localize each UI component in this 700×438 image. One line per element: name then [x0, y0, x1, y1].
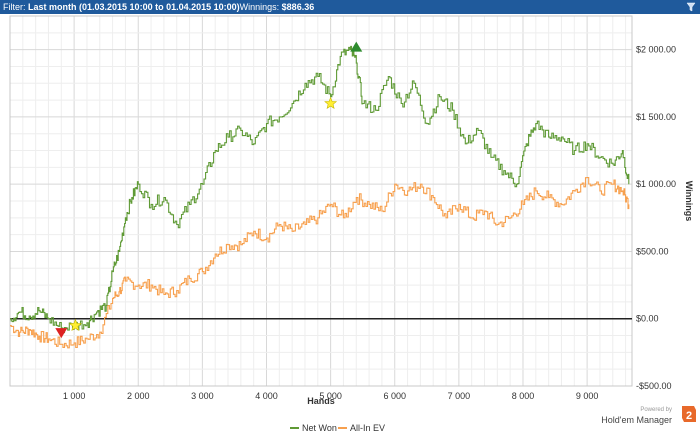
y-tick-label: -$500.00 [636, 381, 672, 391]
chart-background [0, 14, 700, 438]
x-tick-label: 3 000 [191, 391, 214, 401]
winnings-label: Winnings: [239, 2, 282, 12]
hm2-logo-icon [682, 406, 696, 422]
filter-summary: Filter: Last month (01.03.2015 10:00 to … [3, 0, 314, 14]
y-tick-label: $500.00 [636, 246, 669, 256]
x-tick-label: 7 000 [448, 391, 471, 401]
y-tick-label: $2 000.00 [636, 45, 676, 55]
logo-number: 2 [686, 410, 692, 422]
powered-by-text: Powered by [640, 407, 672, 413]
brand-name: Hold'em Manager [601, 415, 672, 425]
x-tick-label: 4 000 [255, 391, 278, 401]
x-tick-label: 9 000 [576, 391, 599, 401]
grid [10, 16, 632, 386]
x-tick-label: 1 000 [63, 391, 86, 401]
all-in-ev-line [10, 176, 630, 349]
y-axis-title: Winnings [684, 181, 694, 221]
filter-funnel-icon[interactable] [686, 2, 696, 12]
series-group [10, 45, 630, 349]
x-tick-label: 8 000 [512, 391, 535, 401]
x-tick-labels: 1 000 2 000 3 000 4 000 5 000 6 000 7 000 8 000… [63, 391, 599, 401]
y-tick-label: $1 500.00 [636, 112, 676, 122]
star-marker [68, 318, 82, 331]
plot-border [9, 15, 633, 387]
brand-logo: Powered by Hold'em Manager 2 [601, 406, 696, 425]
filter-range: Last month (01.03.2015 10:00 to 01.04.20… [28, 2, 240, 12]
min-marker-triangle [55, 328, 68, 339]
y-tick-label: $0.00 [636, 314, 659, 324]
markers-group [55, 41, 363, 339]
star-marker [324, 96, 338, 109]
legend-all-in-ev-label: All-In EV [350, 423, 385, 433]
winnings-graph: 1 000 2 000 3 000 4 000 5 000 6 000 7 000 8 000… [0, 14, 700, 438]
x-tick-label: 6 000 [383, 391, 406, 401]
legend-net-won-label: Net Won [302, 423, 337, 433]
x-axis-title: Hands [307, 396, 335, 406]
x-tick-label: 2 000 [127, 391, 150, 401]
legend: Net Won All-In EV [290, 423, 385, 433]
filter-bar: Filter: Last month (01.03.2015 10:00 to … [0, 0, 700, 14]
y-tick-labels: -$500.00 $0.00 $500.00 $1 000.00 $1 500.00 $2… [636, 45, 676, 391]
filter-prefix: Filter: [3, 2, 29, 12]
winnings-value: $886.36 [281, 2, 315, 12]
max-marker-triangle [350, 41, 363, 52]
x-tick-label: 5 000 [319, 391, 342, 401]
net-won-line [10, 45, 630, 334]
y-tick-label: $1 000.00 [636, 179, 676, 189]
